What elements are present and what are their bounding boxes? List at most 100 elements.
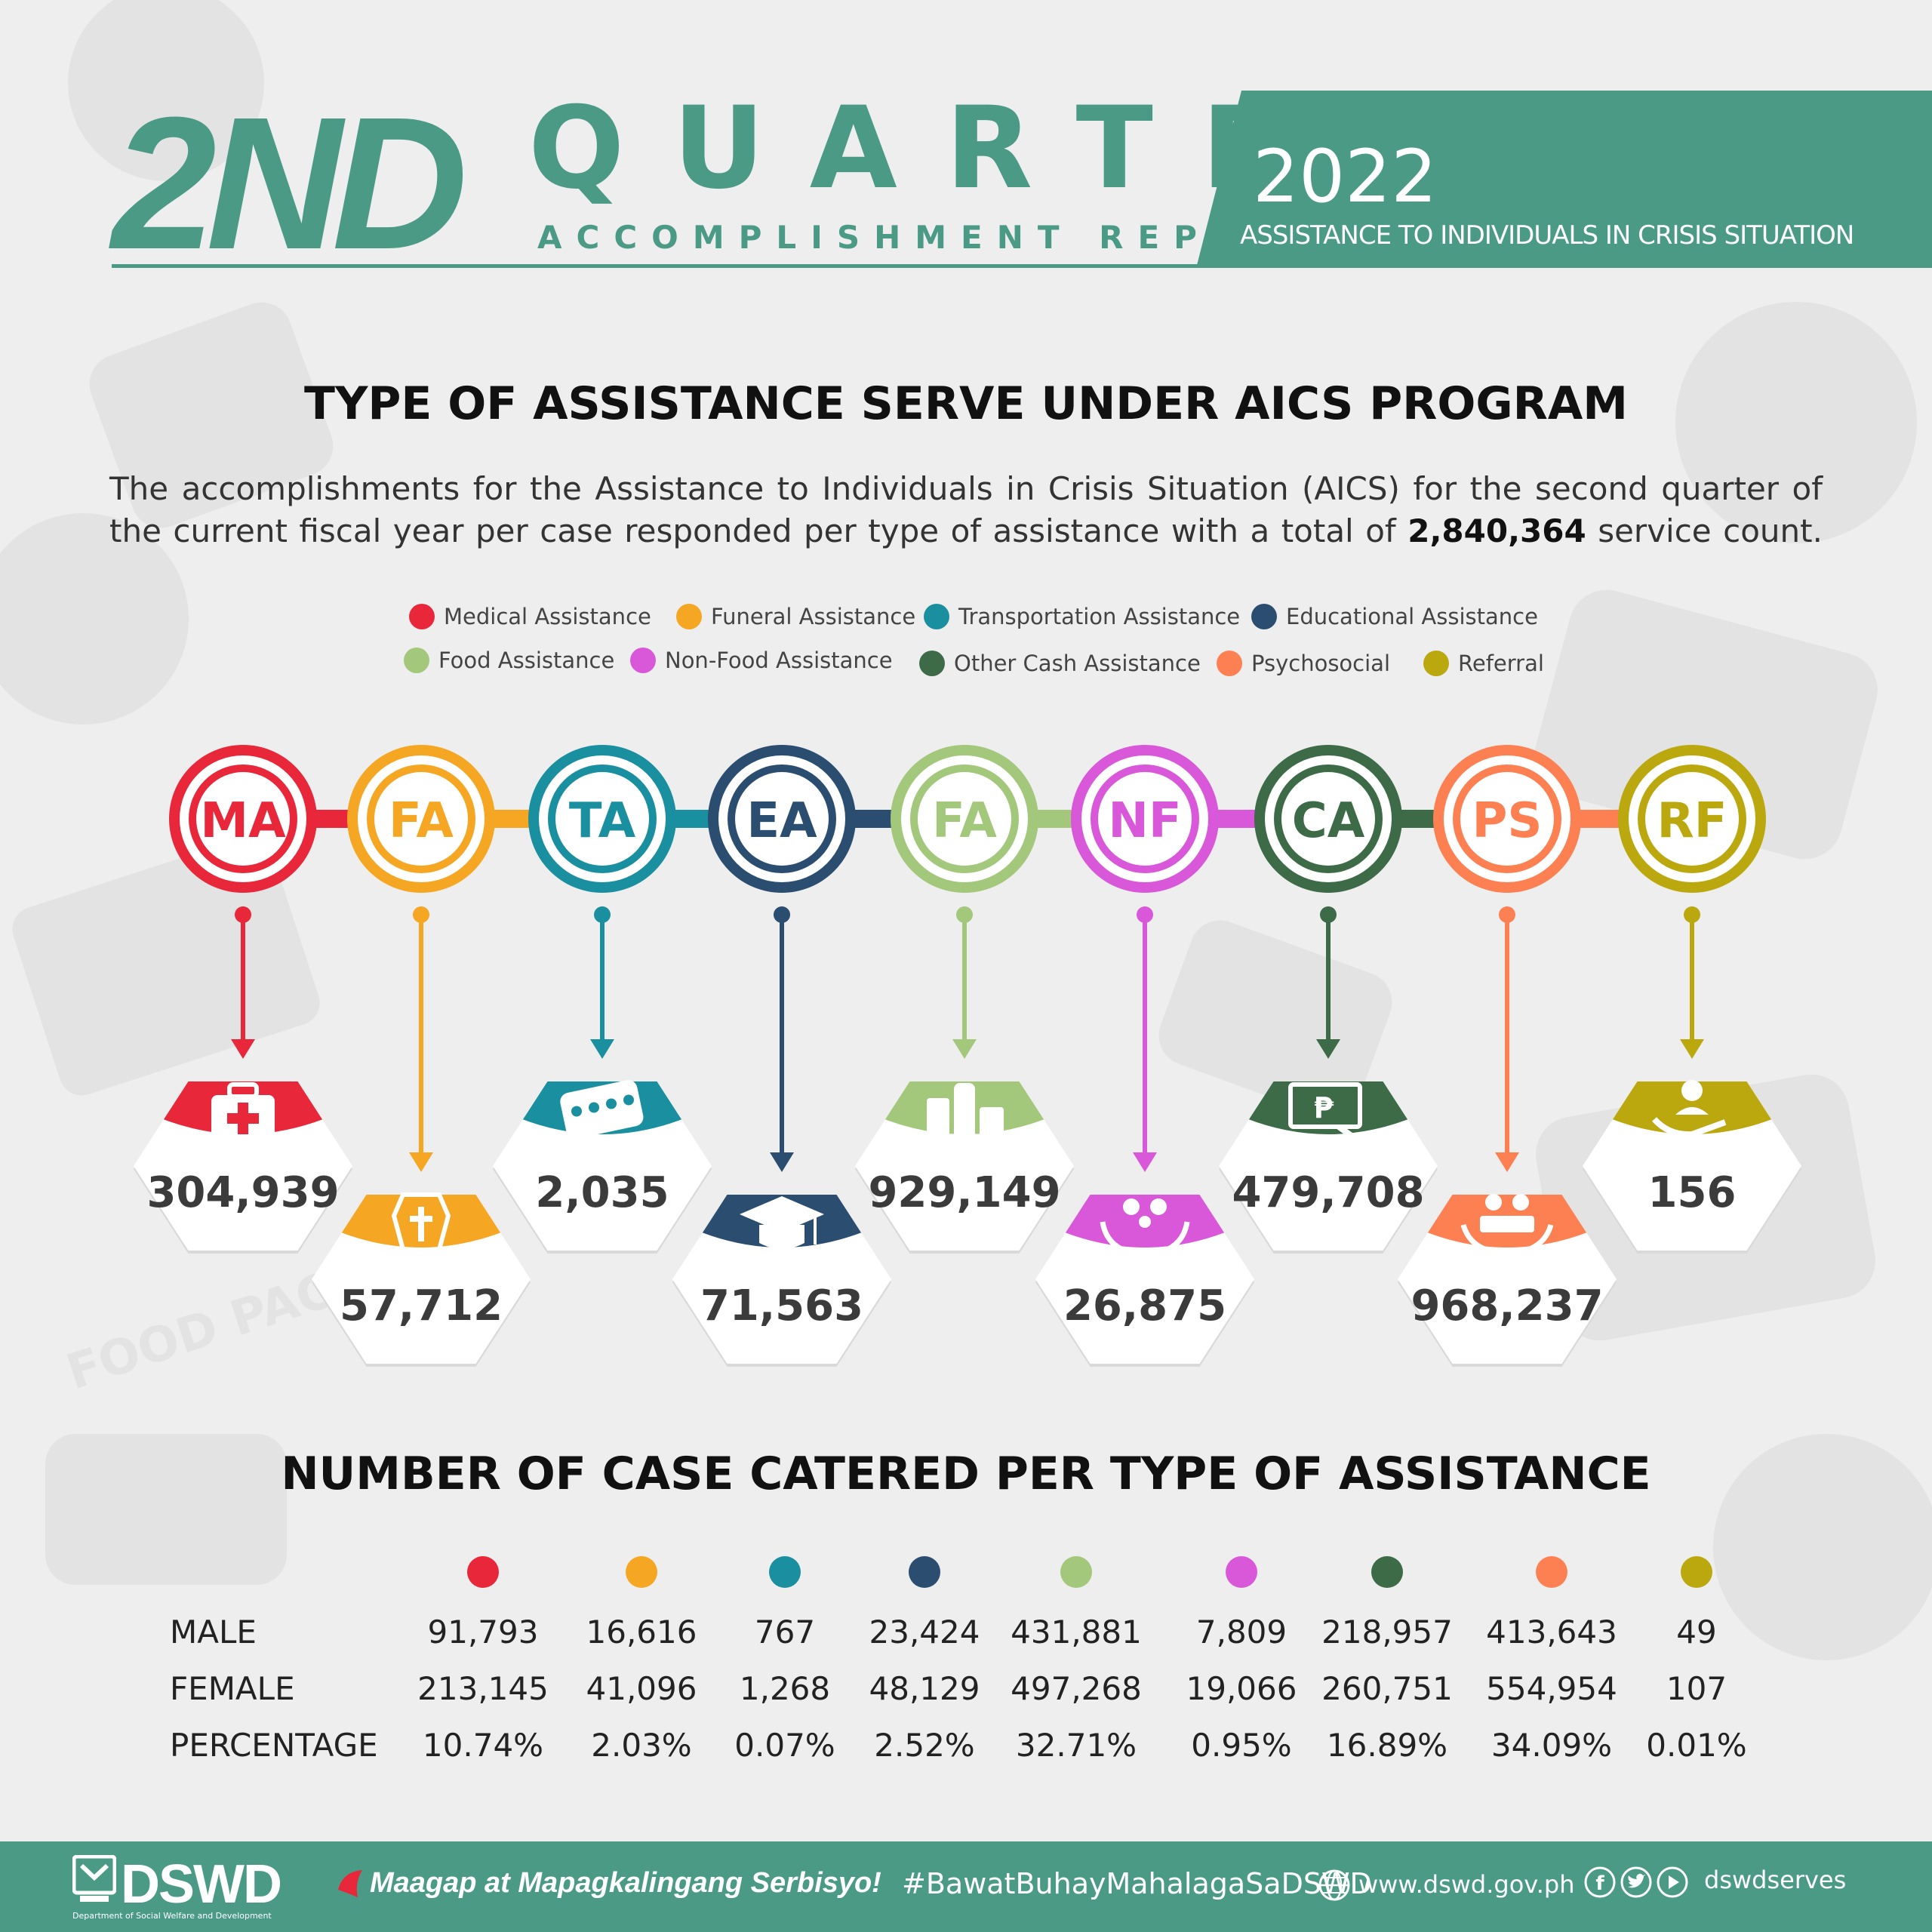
badge-code-label: TA xyxy=(569,793,636,849)
male-count-cell: 413,643 xyxy=(1486,1614,1617,1651)
column-color-dot xyxy=(1060,1556,1092,1588)
card-band-group xyxy=(1219,1081,1438,1134)
badge-face xyxy=(1098,772,1192,866)
male-count-cell: 49 xyxy=(1676,1614,1717,1651)
report-subtitle: ACCOMPLISHMENT REPORT xyxy=(537,219,1326,256)
legend-label: Referral xyxy=(1458,651,1544,676)
badge-face xyxy=(735,772,829,866)
male-count-cell: 23,424 xyxy=(869,1614,980,1651)
supporting-hands xyxy=(1100,1221,1190,1258)
cash-hand xyxy=(1337,1124,1375,1146)
percentage-cell: 16.89% xyxy=(1326,1727,1448,1764)
arrow-head xyxy=(590,1039,614,1059)
badge-code-label: EA xyxy=(746,793,817,849)
row-label-male: MALE xyxy=(170,1614,257,1651)
column-color-dot xyxy=(1226,1556,1257,1588)
column-color-dot xyxy=(909,1556,940,1588)
cash-bill xyxy=(1288,1082,1362,1129)
value-card: 929,149 xyxy=(855,1081,1074,1254)
bus-passenger xyxy=(606,1098,617,1109)
social-handle[interactable]: dswdserves xyxy=(1704,1866,1847,1894)
value-card: ₱ 479,708 xyxy=(1219,1081,1438,1254)
female-count-cell: 260,751 xyxy=(1321,1670,1453,1707)
value-card: 57,712 xyxy=(312,1192,531,1367)
medical-cross xyxy=(227,1103,259,1134)
facebook-icon[interactable]: f xyxy=(1583,1866,1617,1899)
badge-face xyxy=(1460,772,1554,866)
female-count-cell: 497,268 xyxy=(1011,1670,1142,1707)
legend-item-other-cash: Other Cash Assistance xyxy=(919,651,1201,676)
family-adult-head xyxy=(1150,1198,1167,1215)
arrow-head xyxy=(1680,1039,1704,1059)
assistance-total-value: 26,875 xyxy=(1063,1281,1226,1331)
youtube-icon[interactable] xyxy=(1656,1866,1689,1899)
bus-passenger xyxy=(623,1094,634,1106)
row-label-female: FEMALE xyxy=(170,1670,295,1707)
assistance-total-value: 968,237 xyxy=(1411,1281,1603,1331)
legend-dot xyxy=(404,648,429,673)
badge-face xyxy=(555,772,649,866)
assistance-total-value: 57,712 xyxy=(340,1281,503,1331)
dswd-logo-subtitle: Department of Social Welfare and Develop… xyxy=(72,1911,272,1921)
person-head xyxy=(1681,1080,1703,1101)
intro-line-1: The accomplishments for the Assistance t… xyxy=(109,470,1823,507)
report-year: 2022 xyxy=(1253,134,1438,219)
total-service-count: 2,840,364 xyxy=(1407,512,1586,549)
value-card: 968,237 xyxy=(1398,1194,1617,1367)
percentage-cell: 0.01% xyxy=(1646,1727,1747,1764)
cross-horizontal xyxy=(410,1216,432,1222)
legend-dot xyxy=(676,604,702,629)
legend-item-referral: Referral xyxy=(1423,651,1544,676)
female-count-cell: 41,096 xyxy=(586,1670,697,1707)
legend-dot xyxy=(630,648,656,673)
badge-code-label: NF xyxy=(1108,793,1181,849)
legend-dot xyxy=(924,604,949,629)
referral-hand-icon xyxy=(1652,1080,1727,1138)
legend-item-transportation: Transportation Assistance xyxy=(924,604,1240,629)
twitter-icon[interactable] xyxy=(1620,1866,1653,1899)
arrow-head xyxy=(1495,1152,1519,1172)
legend-item-funeral: Funeral Assistance xyxy=(676,604,915,629)
badge-face xyxy=(918,772,1011,866)
badge-code-label: RF xyxy=(1657,793,1727,849)
peso-cash-icon: ₱ xyxy=(1288,1082,1375,1146)
female-count-cell: 554,954 xyxy=(1486,1670,1617,1707)
row-label-percentage: PERCENTAGE xyxy=(170,1727,378,1764)
medical-kit-icon xyxy=(211,1082,275,1139)
supporting-hands xyxy=(1460,1223,1554,1257)
value-card: 304,939 xyxy=(134,1081,352,1254)
percentage-cell: 10.74% xyxy=(422,1727,544,1764)
percentage-cell: 0.07% xyxy=(734,1727,835,1764)
counselor-head xyxy=(1485,1194,1502,1211)
website-link[interactable]: www.dswd.gov.ph xyxy=(1358,1870,1575,1899)
family-adult-head xyxy=(1123,1198,1140,1215)
bus-passenger xyxy=(571,1106,582,1117)
assistance-total-value: 156 xyxy=(1648,1168,1737,1217)
column-color-dot xyxy=(1536,1556,1567,1588)
badge-code-label: FA xyxy=(389,793,454,849)
legend-item-non-food: Non-Food Assistance xyxy=(630,648,893,673)
badge-face xyxy=(374,772,468,866)
percentage-cell: 0.95% xyxy=(1191,1727,1292,1764)
arrow-head xyxy=(231,1039,255,1059)
value-card: 2,035 xyxy=(493,1080,712,1254)
counseling-icon xyxy=(1460,1194,1554,1257)
badge-face xyxy=(1645,772,1739,866)
legend-dot xyxy=(1251,604,1277,629)
legend-item-food: Food Assistance xyxy=(404,648,614,673)
female-count-cell: 48,129 xyxy=(869,1670,980,1707)
family-hands-icon xyxy=(1100,1198,1190,1258)
counseling-table xyxy=(1480,1216,1534,1232)
legend-label: Other Cash Assistance xyxy=(954,651,1201,676)
badge-code-label: MA xyxy=(200,793,286,849)
header-rule xyxy=(112,264,1198,268)
badge-code-label: FA xyxy=(932,793,997,849)
dswd-logo-text: DSWD xyxy=(121,1854,282,1915)
legend-item-medical: Medical Assistance xyxy=(409,604,651,629)
bus-icon xyxy=(560,1080,644,1139)
percentage-cell: 32.71% xyxy=(1015,1727,1137,1764)
card-band-group xyxy=(1583,1081,1801,1134)
footer-bar xyxy=(0,1841,1932,1932)
value-card: 26,875 xyxy=(1035,1195,1254,1367)
intro-line-2: the current fiscal year per case respond… xyxy=(109,510,1823,552)
